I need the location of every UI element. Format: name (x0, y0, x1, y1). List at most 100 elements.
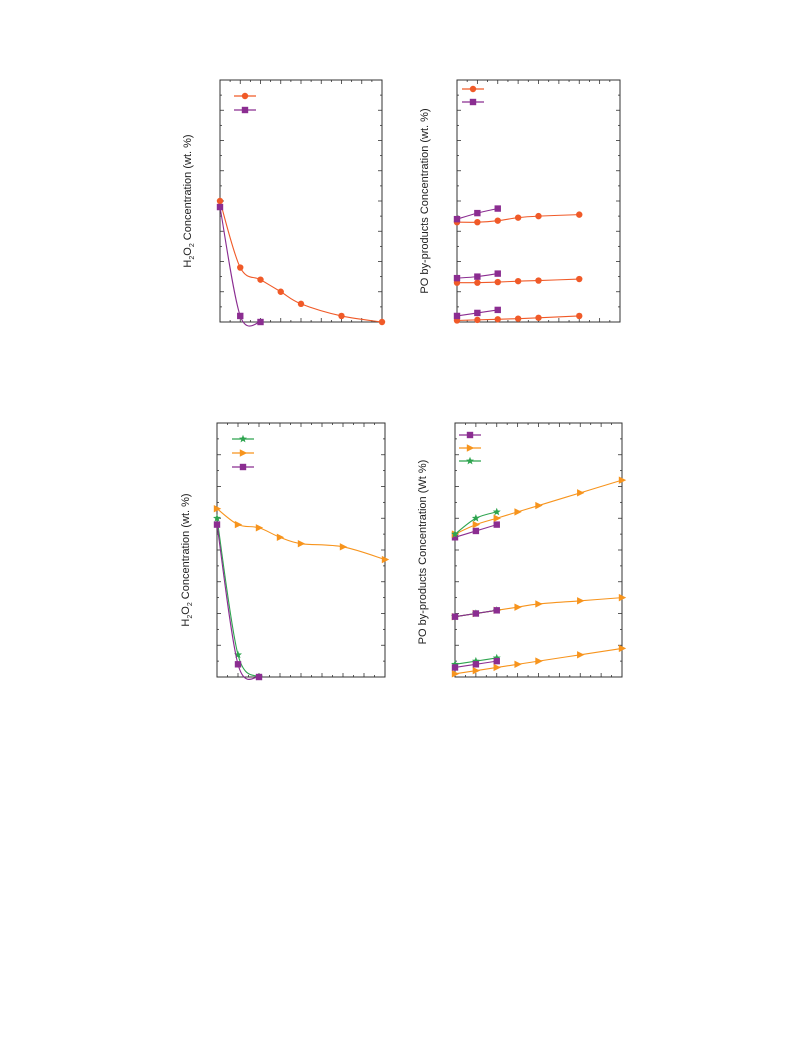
data-point (451, 529, 459, 538)
data-point (493, 514, 501, 522)
data-point (472, 520, 481, 529)
data-point (453, 274, 461, 282)
data-point (471, 656, 480, 665)
data-point (451, 664, 459, 671)
panel-h2o2-top: H2O2 Concentration (wt. %) (182, 79, 386, 327)
legend-marker (469, 85, 477, 93)
data-point (237, 312, 244, 320)
data-point (493, 663, 501, 672)
data-point (451, 670, 460, 678)
axis-ticks (456, 79, 621, 323)
y-axis-label: PO by-products Concentration (wt. %) (419, 108, 431, 293)
data-point (339, 543, 348, 551)
data-point (472, 666, 481, 675)
series-line (219, 206, 261, 327)
data-point (276, 533, 285, 541)
panel-po-top: PO by-products Concentration (wt. %) (419, 79, 621, 324)
data-point (381, 555, 390, 564)
legend-marker (469, 98, 477, 106)
data-point (255, 524, 264, 532)
data-point (277, 288, 284, 295)
series-line (216, 524, 260, 680)
data-point (494, 270, 501, 277)
data-point (494, 306, 501, 314)
y-axis-label: H2O2 Concentration (wt. %) (180, 493, 194, 626)
data-point (618, 476, 627, 484)
data-point (234, 661, 242, 668)
series-line (216, 508, 386, 561)
data-point (472, 661, 480, 668)
data-point (493, 521, 500, 528)
legend (462, 85, 484, 106)
series-group (451, 476, 627, 678)
data-point (514, 315, 522, 322)
data-point (213, 505, 222, 513)
data-point (618, 644, 627, 653)
data-point (297, 300, 305, 308)
legend-marker (466, 456, 474, 465)
series-group (453, 205, 583, 324)
data-point (535, 212, 542, 220)
data-point (216, 203, 224, 211)
data-point (577, 597, 585, 605)
data-point (234, 650, 242, 659)
data-point (451, 660, 459, 668)
data-point (494, 278, 501, 286)
data-point (471, 514, 480, 522)
series-group (216, 197, 386, 327)
legend (232, 434, 254, 471)
data-point (257, 318, 264, 326)
data-point (453, 312, 461, 320)
plot-frame (456, 79, 621, 323)
series-line (216, 518, 260, 678)
data-point (577, 489, 585, 497)
data-point (492, 507, 501, 516)
legend-marker (241, 92, 249, 100)
data-point (216, 197, 224, 205)
data-point (514, 214, 522, 221)
data-point (514, 508, 522, 516)
data-point (453, 215, 461, 223)
data-point (474, 209, 481, 217)
plot-frame (219, 79, 383, 323)
plot-frame (216, 422, 386, 678)
data-point (297, 539, 306, 548)
data-point (576, 211, 583, 218)
data-point (451, 534, 459, 541)
legend-marker (239, 449, 248, 457)
data-point (474, 309, 481, 317)
panel-po-bottom: PO by-products Concentration (Wt %) (417, 422, 627, 678)
y-axis-label: H2O2 Concentration (wt. %) (182, 134, 196, 267)
data-point (493, 607, 500, 614)
data-point (472, 527, 480, 535)
data-point (338, 312, 345, 320)
y-axis-label: PO by-products Concentration (Wt %) (417, 460, 429, 645)
series-group (213, 505, 390, 681)
data-point (535, 600, 543, 608)
data-point (514, 277, 522, 285)
axis-ticks (454, 422, 623, 678)
data-point (474, 279, 481, 286)
series-line (454, 597, 623, 618)
data-point (576, 275, 583, 283)
data-point (237, 264, 244, 271)
axis-ticks (219, 79, 383, 323)
data-point (535, 657, 543, 665)
data-point (234, 520, 243, 529)
data-point (514, 660, 522, 668)
legend-marker (239, 463, 247, 471)
data-point (494, 205, 501, 212)
data-point (576, 312, 583, 320)
data-point (514, 603, 522, 611)
data-point (493, 657, 500, 665)
data-point (535, 501, 543, 510)
data-point (451, 613, 459, 620)
data-point (474, 218, 481, 226)
legend-marker (241, 106, 249, 114)
data-point (618, 593, 627, 602)
data-point (474, 273, 481, 280)
legend-marker (239, 434, 247, 443)
legend-marker (466, 444, 475, 452)
axis-ticks (216, 422, 386, 678)
